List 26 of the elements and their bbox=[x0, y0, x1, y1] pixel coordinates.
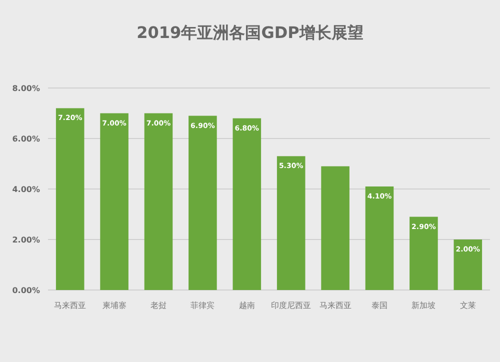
y-tick-label: 4.00% bbox=[12, 185, 40, 194]
x-tick-label: 文莱 bbox=[460, 301, 476, 310]
bar bbox=[365, 186, 394, 290]
x-tick-label: 柬埔寨 bbox=[102, 301, 126, 310]
x-tick-label: 马来西亚 bbox=[54, 301, 86, 310]
x-tick-label: 泰国 bbox=[372, 301, 388, 310]
chart-title: 2019年亚洲各国GDP增长展望 bbox=[136, 23, 364, 42]
x-tick-label: 越南 bbox=[238, 301, 255, 310]
x-tick-label: 菲律宾 bbox=[190, 301, 215, 310]
y-tick-label: 0.00% bbox=[12, 286, 40, 295]
bar bbox=[454, 240, 482, 290]
bar bbox=[144, 113, 173, 290]
bar bbox=[56, 108, 84, 290]
x-tick-label: 新加坡 bbox=[412, 301, 436, 310]
bar bbox=[321, 166, 350, 290]
bar bbox=[232, 118, 262, 290]
bar bbox=[100, 113, 128, 290]
bar bbox=[276, 156, 306, 290]
bar bbox=[188, 116, 217, 290]
y-tick-label: 2.00% bbox=[12, 236, 40, 244]
x-tick-label: 老挝 bbox=[150, 301, 166, 310]
x-tick-label: 印度尼西亚 bbox=[271, 301, 312, 310]
bar bbox=[410, 216, 438, 290]
y-tick-label: 8.00% bbox=[12, 84, 40, 93]
x-tick-label: 马来西亚 bbox=[319, 301, 352, 310]
y-tick-label: 6.00% bbox=[12, 134, 40, 144]
